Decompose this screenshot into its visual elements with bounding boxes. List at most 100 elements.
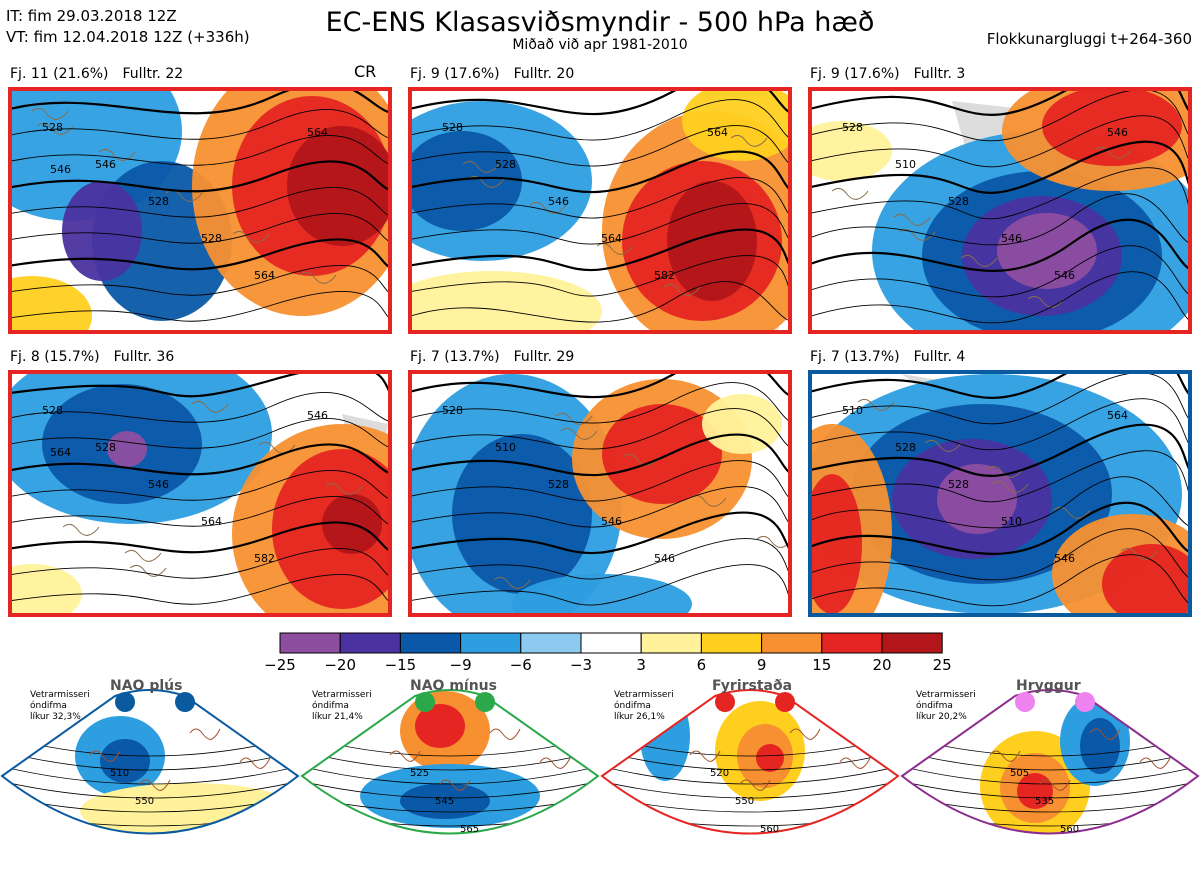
regime-panel[interactable]: 525 545 565 Vetrarmisseri óndifma líkur 21,4… bbox=[300, 676, 600, 871]
coastline bbox=[756, 535, 788, 548]
cluster-frequency: Fj. 9 (17.6%) bbox=[410, 66, 500, 82]
control-run-tag: CR bbox=[354, 62, 377, 81]
cluster-frequency: Fj. 9 (17.6%) bbox=[810, 66, 900, 82]
contour-label: 546 bbox=[307, 409, 328, 422]
anomaly-shade bbox=[12, 276, 92, 330]
anomaly-shade bbox=[452, 434, 592, 594]
coastline bbox=[1089, 728, 1121, 740]
contour-label: 546 bbox=[654, 552, 675, 565]
height-contour bbox=[412, 486, 788, 528]
height-contour bbox=[412, 374, 788, 399]
height-contour bbox=[812, 423, 1188, 477]
colorbar-tick-label: −15 bbox=[384, 656, 417, 674]
contour-label: 545 bbox=[435, 796, 454, 807]
coastline bbox=[299, 271, 337, 284]
regime-panel[interactable]: 505 535 560 Vetrarmisseri óndifma líkur 20,2… bbox=[900, 676, 1200, 871]
anomaly-shade bbox=[1080, 718, 1120, 774]
anomaly-shade bbox=[12, 564, 82, 613]
coastline bbox=[89, 750, 121, 762]
initial-time: IT: fim 29.03.2018 12Z bbox=[6, 7, 177, 25]
run-info: IT: fim 29.03.2018 12Z VT: fim 12.04.201… bbox=[6, 6, 250, 48]
contour-label: 560 bbox=[1060, 824, 1079, 835]
cluster-frequency: Fj. 7 (13.7%) bbox=[410, 349, 500, 365]
contour-label: 528 bbox=[95, 441, 116, 454]
coastline bbox=[831, 187, 869, 200]
coastline bbox=[986, 465, 1024, 478]
height-contour bbox=[812, 140, 1188, 194]
cluster-representative: Fulltr. 29 bbox=[513, 349, 575, 365]
height-contour bbox=[812, 476, 1188, 529]
regime-season-2: óndifma bbox=[30, 701, 67, 711]
contour-label: 546 bbox=[50, 163, 71, 176]
contour-label: 528 bbox=[495, 158, 516, 171]
cluster-map: 528 510 528 546 546 546 bbox=[808, 87, 1192, 334]
height-contour bbox=[12, 374, 388, 398]
cluster-representative: Fulltr. 22 bbox=[122, 66, 184, 82]
height-contour bbox=[302, 750, 598, 771]
contour-label: 528 bbox=[42, 121, 63, 134]
height-contour bbox=[12, 187, 388, 218]
coastline bbox=[857, 398, 895, 411]
regime-map-svg: 510 550 bbox=[0, 689, 300, 835]
colorbar-swatches bbox=[279, 632, 943, 654]
height-contour bbox=[412, 408, 788, 450]
colorbar-swatch bbox=[279, 632, 341, 654]
colorbar-swatch bbox=[700, 632, 763, 654]
regime-marker bbox=[475, 692, 495, 712]
regime-season: Vetrarmisseri bbox=[30, 690, 90, 700]
regime-marker bbox=[1075, 692, 1095, 712]
height-contour bbox=[412, 281, 788, 323]
height-contour bbox=[602, 765, 898, 785]
height-contour bbox=[12, 521, 388, 554]
anomaly-shade bbox=[412, 271, 602, 330]
colorbar-swatch bbox=[580, 632, 642, 654]
height-contour bbox=[412, 177, 788, 219]
coastline bbox=[191, 400, 229, 413]
header-center: EC-ENS Klasasviðsmyndir - 500 hPa hæð Mi… bbox=[0, 8, 1200, 53]
regime-season: Vetrarmisseri bbox=[614, 690, 674, 700]
contour-label: 535 bbox=[1035, 796, 1054, 807]
colorbar-tick-label: −6 bbox=[509, 656, 532, 674]
height-contour bbox=[12, 91, 388, 115]
contour-label: 546 bbox=[1001, 232, 1022, 245]
height-contour bbox=[12, 135, 388, 166]
coastline bbox=[139, 779, 171, 791]
contour-label: 582 bbox=[254, 552, 275, 565]
coastline bbox=[555, 412, 593, 425]
height-contour bbox=[602, 780, 898, 799]
regime-panel[interactable]: 520 550 560 Vetrarmisseri óndifma líkur 26,1… bbox=[600, 676, 900, 871]
anomaly-map-svg: 528 510 528 546 546 bbox=[412, 374, 788, 613]
height-contour bbox=[412, 255, 788, 297]
height-contour bbox=[812, 528, 1188, 581]
coastline bbox=[129, 564, 167, 577]
height-contour bbox=[812, 115, 1188, 168]
cluster-representative: Fulltr. 36 bbox=[113, 349, 175, 365]
contour-label: 564 bbox=[50, 446, 71, 459]
regime-outline bbox=[0, 689, 300, 835]
anomaly-shade bbox=[415, 704, 465, 748]
regime-panel[interactable]: 510 550 Vetrarmisseri óndifma líkur 32,3% N… bbox=[0, 676, 300, 871]
coastline bbox=[462, 160, 500, 173]
colorbar-tick-label: −25 bbox=[264, 656, 296, 674]
contour-label: 528 bbox=[148, 195, 169, 208]
height-contour bbox=[812, 450, 1188, 503]
contour-label: 546 bbox=[95, 158, 116, 171]
height-contour bbox=[302, 765, 598, 785]
height-contour bbox=[900, 841, 1200, 854]
coastline bbox=[529, 201, 567, 214]
height-contour bbox=[812, 501, 1188, 555]
height-contour bbox=[12, 238, 388, 271]
coastline bbox=[467, 175, 505, 188]
coastline bbox=[1039, 779, 1071, 791]
valid-time: VT: fim 12.04.2018 12Z (+336h) bbox=[6, 28, 250, 46]
height-contour bbox=[412, 538, 788, 580]
height-contour bbox=[812, 245, 1188, 298]
anomaly-shade bbox=[512, 574, 692, 613]
height-contour bbox=[412, 150, 788, 194]
regime-marker bbox=[175, 692, 195, 712]
contour-label: 546 bbox=[1107, 126, 1128, 139]
anomaly-map-svg: 528 528 546 564 582 564 bbox=[412, 91, 788, 330]
contour-label: 525 bbox=[410, 768, 429, 779]
contour-label: 582 bbox=[654, 269, 675, 282]
coastline bbox=[1120, 547, 1158, 560]
